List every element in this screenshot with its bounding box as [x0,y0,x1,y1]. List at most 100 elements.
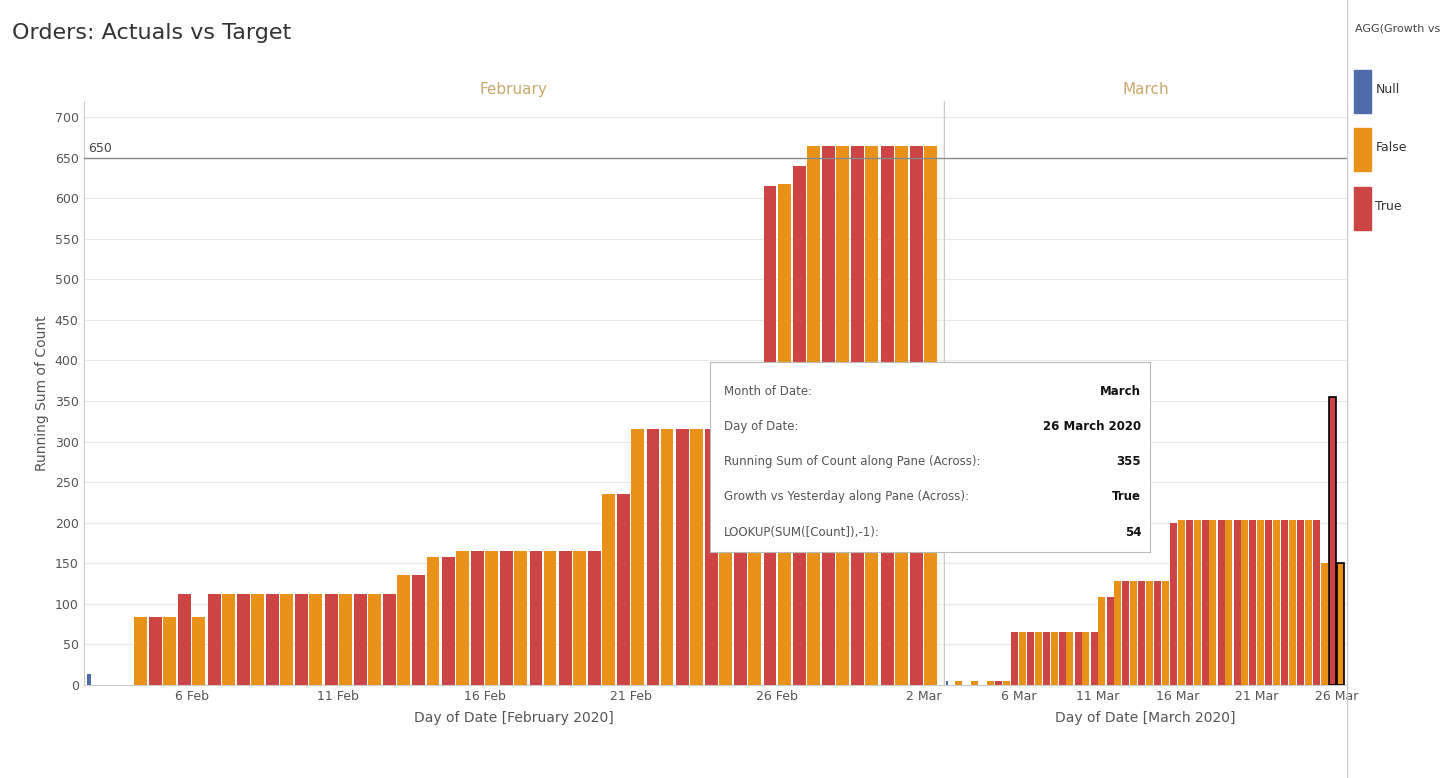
Bar [690,429,703,685]
Bar [1225,520,1232,685]
Bar [148,618,161,685]
Bar [909,145,922,685]
Text: 355: 355 [1117,455,1141,468]
Text: 26 March 2020: 26 March 2020 [1043,420,1141,433]
Bar [1320,563,1327,685]
Bar [1177,520,1185,685]
Bar [310,594,323,685]
Bar [267,594,280,685]
Bar [924,145,937,685]
Text: March: March [1099,384,1141,398]
Bar [676,429,689,685]
Bar [1146,581,1153,685]
Bar [895,145,908,685]
Y-axis label: Running Sum of Count: Running Sum of Count [35,315,49,471]
Text: 650: 650 [88,142,112,155]
Bar [251,594,264,685]
Bar [1249,520,1257,685]
Bar [193,618,205,685]
X-axis label: Day of Date [February 2020]: Day of Date [February 2020] [414,711,614,725]
Bar [945,681,948,685]
Bar [367,594,380,685]
Bar [996,681,1003,685]
Text: 54: 54 [1124,526,1141,538]
Bar [1257,520,1264,685]
Bar [1098,598,1105,685]
Bar [222,594,235,685]
Bar [514,551,527,685]
Text: Day of Date:: Day of Date: [723,420,798,433]
Text: Running Sum of Count along Pane (Across):: Running Sum of Count along Pane (Across)… [723,455,980,468]
Bar [1114,581,1121,685]
Bar [500,551,513,685]
Bar [383,594,396,685]
Bar [823,145,834,685]
Bar [748,429,761,685]
Text: LOOKUP(SUM([Count]),-1):: LOOKUP(SUM([Count]),-1): [723,526,879,538]
Bar [529,551,542,685]
Bar [807,145,820,685]
Bar [1059,632,1066,685]
Text: Growth vs Yesterday along Pane (Across):: Growth vs Yesterday along Pane (Across): [723,490,968,503]
Title: March: March [1123,82,1169,97]
Bar [1019,632,1026,685]
Bar [602,494,615,685]
Bar [1186,520,1193,685]
Text: False: False [1375,142,1406,154]
FancyBboxPatch shape [1355,187,1370,230]
Bar [1091,632,1098,685]
FancyBboxPatch shape [1355,128,1370,171]
Bar [1027,632,1035,685]
Bar [1329,397,1336,685]
Bar [880,145,893,685]
Bar [735,429,748,685]
Bar [163,618,176,685]
Bar [88,674,91,685]
Bar [1035,632,1042,685]
Bar [179,594,192,685]
Bar [543,551,556,685]
Bar [764,186,777,685]
Bar [1209,520,1216,685]
Bar [719,429,732,685]
Bar [427,557,440,685]
Bar [793,166,806,685]
Bar [455,551,468,685]
Bar [1130,581,1137,685]
Bar [1281,520,1288,685]
Bar [280,594,293,685]
Bar [1272,520,1280,685]
Bar [1012,632,1019,685]
Bar [236,594,249,685]
Bar [1075,632,1082,685]
Bar [631,429,644,685]
Bar [778,184,791,685]
Text: Month of Date:: Month of Date: [723,384,811,398]
Bar [1337,563,1343,685]
Title: February: February [480,82,548,97]
Bar [442,557,454,685]
Bar [1218,520,1225,685]
Bar [1066,632,1074,685]
Text: AGG(Growth vs Yesterd...: AGG(Growth vs Yesterd... [1355,23,1441,33]
Bar [647,429,660,685]
Bar [134,618,147,685]
Bar [1050,632,1058,685]
Text: Null: Null [1375,83,1399,96]
Bar [1193,520,1200,685]
Bar [1170,523,1177,685]
Bar [1123,581,1130,685]
Bar [1154,581,1161,685]
X-axis label: Day of Date [March 2020]: Day of Date [March 2020] [1055,711,1236,725]
Bar [660,429,673,685]
Bar [705,429,718,685]
FancyBboxPatch shape [1355,70,1370,113]
Bar [1161,581,1169,685]
Bar [1313,520,1320,685]
Bar [1043,632,1050,685]
Bar [866,145,879,685]
Bar [588,551,601,685]
Bar [574,551,585,685]
Bar [1304,520,1311,685]
Bar [1265,520,1272,685]
